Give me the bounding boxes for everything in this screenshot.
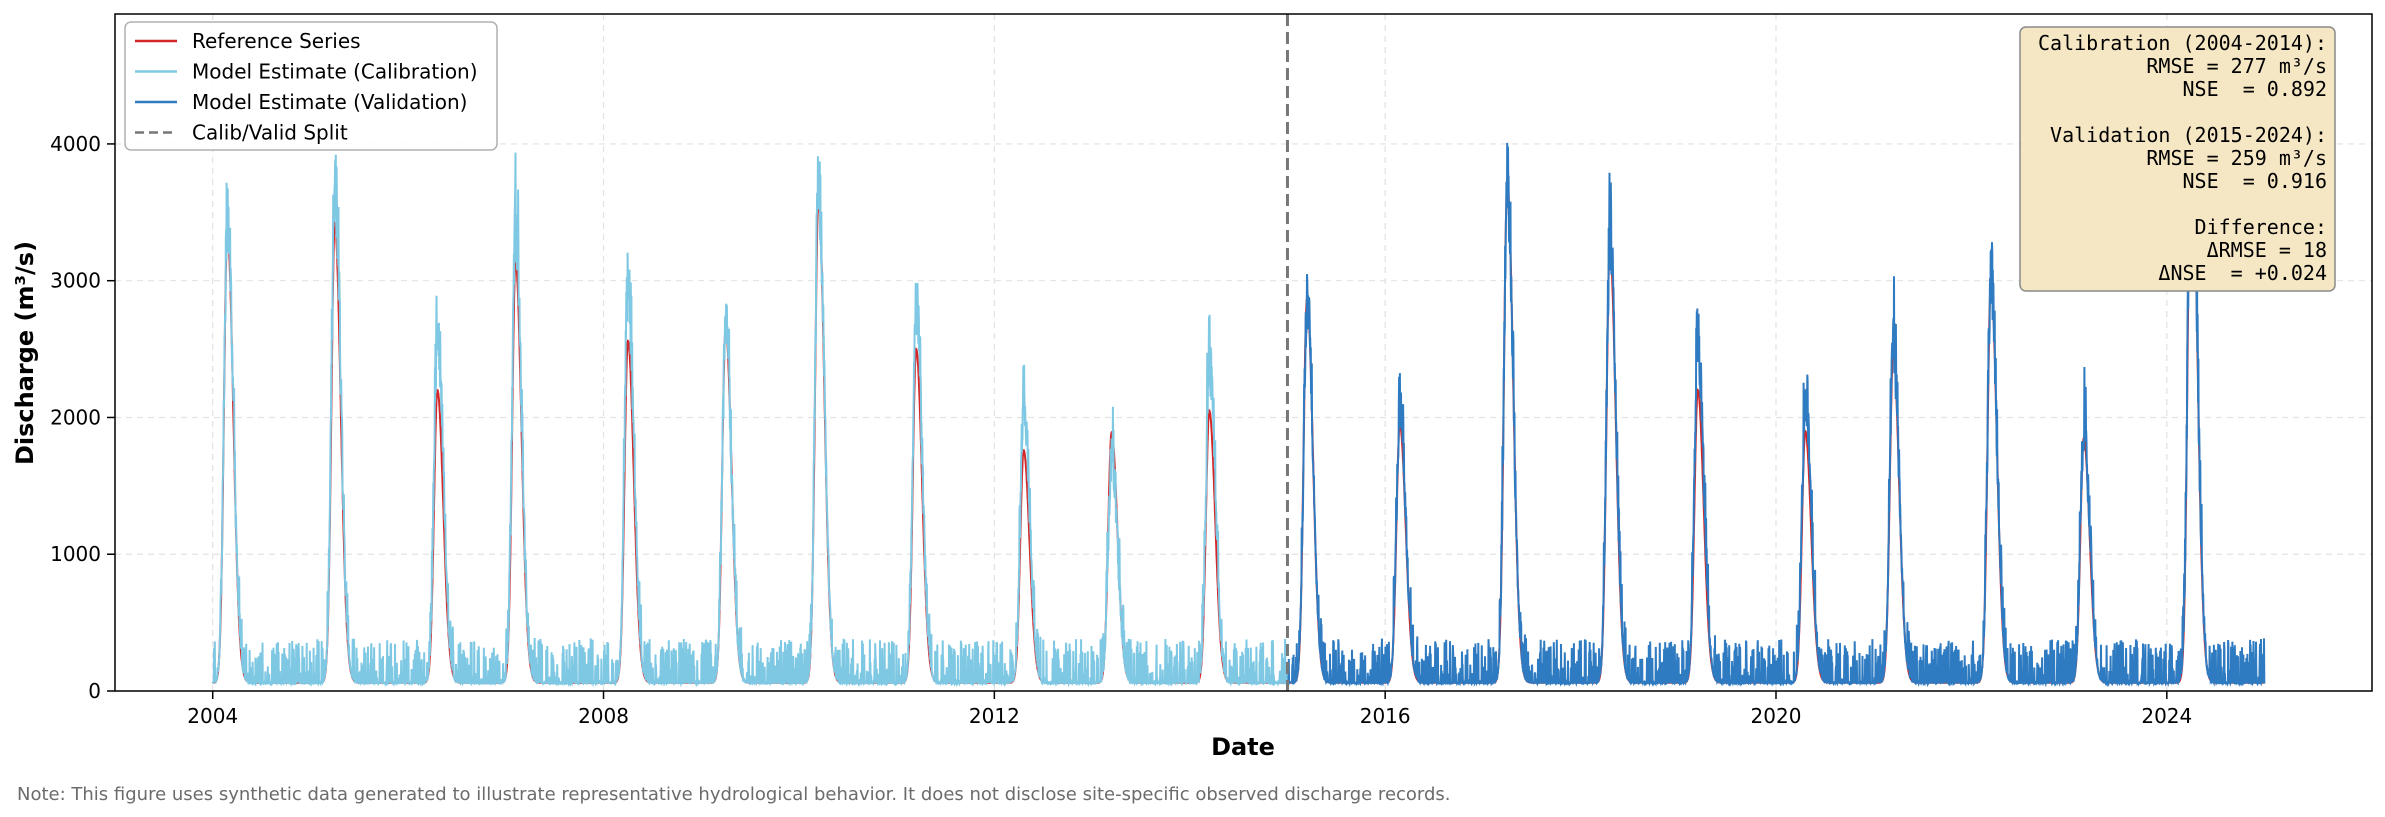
legend-label-2: Model Estimate (Validation) <box>192 90 467 114</box>
y-axis: 0 1000 2000 3000 4000 <box>50 132 115 703</box>
legend-label-1: Model Estimate (Calibration) <box>192 60 478 84</box>
stats-line: NSE = 0.892 <box>2183 77 2328 101</box>
footnote: Note: This figure uses synthetic data ge… <box>17 784 1451 805</box>
x-tick-label: 2012 <box>969 704 1020 728</box>
legend-label-0: Reference Series <box>192 29 361 53</box>
stats-line: ΔNSE = +0.024 <box>2158 261 2327 285</box>
y-tick-label: 4000 <box>50 132 101 156</box>
stats-line: Validation (2015-2024): <box>2050 123 2327 147</box>
plot-frame <box>114 13 2373 692</box>
x-axis: 2004 2008 2012 2016 2020 2024 <box>187 691 2192 728</box>
stats-box: Calibration (2004-2014):RMSE = 277 m³/sN… <box>2019 26 2336 292</box>
y-tick-label: 1000 <box>50 542 101 566</box>
stats-line: RMSE = 277 m³/s <box>2146 54 2327 78</box>
stats-line: Difference: <box>2195 215 2327 239</box>
x-tick-label: 2020 <box>1751 704 1802 728</box>
x-tick-label: 2004 <box>187 704 238 728</box>
y-axis-title: Discharge (m³/s) <box>11 241 39 465</box>
series-layer <box>211 29 2266 688</box>
x-tick-label: 2016 <box>1360 704 1411 728</box>
legend: Reference Series Model Estimate (Calibrat… <box>124 21 498 151</box>
legend-label-3: Calib/Valid Split <box>192 121 348 145</box>
validation-model-line <box>1286 29 2266 688</box>
y-tick-label: 3000 <box>50 269 101 293</box>
y-tick-label: 2000 <box>50 405 101 429</box>
y-tick-label: 0 <box>88 679 101 703</box>
stats-line: RMSE = 259 m³/s <box>2146 146 2327 170</box>
x-tick-label: 2024 <box>2141 704 2192 728</box>
x-tick-label: 2008 <box>578 704 629 728</box>
stats-line: NSE = 0.916 <box>2183 169 2328 193</box>
stats-line: Calibration (2004-2014): <box>2038 31 2327 55</box>
calibration-model-line <box>211 152 1289 688</box>
x-axis-title: Date <box>1211 733 1275 761</box>
legend-frame <box>124 21 498 151</box>
stats-box-frame <box>2019 26 2336 292</box>
stats-line: ΔRMSE = 18 <box>2207 238 2327 262</box>
